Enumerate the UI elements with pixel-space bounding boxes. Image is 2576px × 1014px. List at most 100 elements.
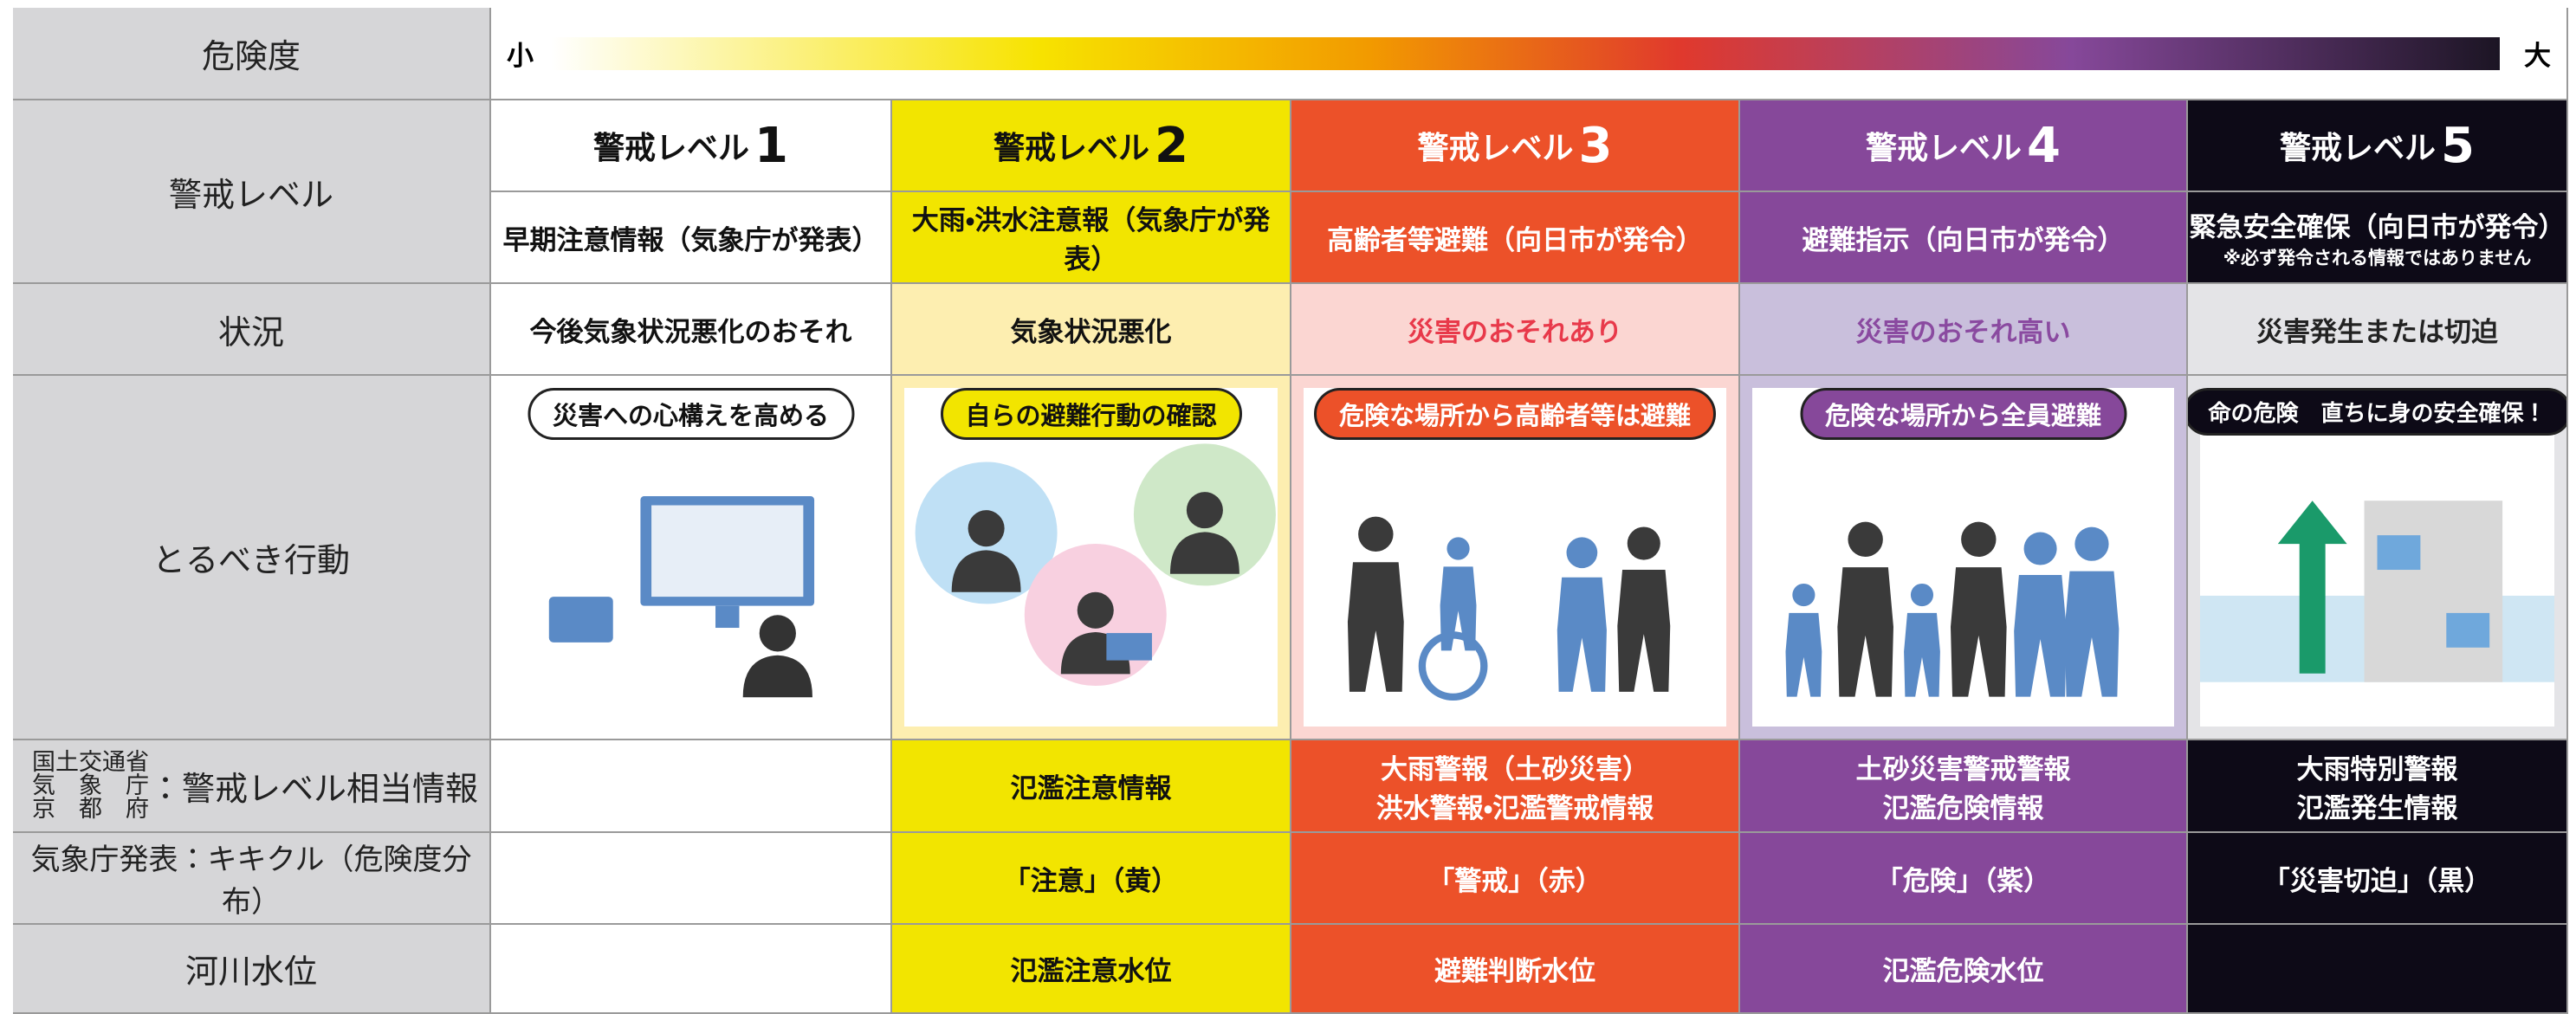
person-head — [2023, 532, 2057, 565]
status-text: 気象状況悪化 — [1010, 316, 1172, 348]
radio — [548, 597, 613, 643]
person-body — [1169, 532, 1239, 574]
action: 命の危険 直ちに身の安全確保！ — [2188, 376, 2568, 740]
person-head — [2074, 526, 2109, 561]
action-panel: 危険な場所から全員避難 — [1752, 388, 2174, 727]
person-body — [2014, 574, 2067, 697]
person-body — [1617, 570, 1671, 692]
level-number: 1 — [754, 117, 788, 174]
level-subtitle: 早期注意情報（気象庁が発表） — [491, 192, 892, 284]
kikikuru-text: 「注意」（黄） — [1003, 865, 1179, 897]
level-subtitle-text: 緊急安全確保（向日市が発令） — [2189, 211, 2566, 243]
level-number: 5 — [2441, 117, 2475, 174]
level-subtitle: 高齢者等避難（向日市が発令） — [1291, 192, 1740, 284]
info-text: 洪水警報・氾濫警戒情報 — [1375, 792, 1654, 824]
info-text: 大雨特別警報 — [2296, 753, 2458, 785]
level-title: 警戒レベル — [994, 131, 1150, 166]
status-text: 災害のおそれ高い — [1855, 316, 2071, 348]
danger-high: 大 — [2524, 41, 2551, 72]
window — [2377, 535, 2421, 571]
river — [2188, 925, 2568, 1014]
arrow — [2277, 501, 2347, 674]
row-label-text: 警戒レベル — [168, 175, 333, 214]
status: 気象状況悪化 — [892, 284, 1291, 376]
level-subtitle: 緊急安全確保（向日市が発令） ※必ず発令される情報ではありません — [2188, 192, 2568, 284]
level-title: 警戒レベル — [2280, 131, 2437, 166]
action-pill: 危険な場所から全員避難 — [1799, 388, 2127, 440]
level-title: 警戒レベル — [593, 131, 750, 166]
level-number: 3 — [1578, 117, 1613, 174]
agency-list: 国土交通省気 象 庁京 都 府 — [32, 751, 149, 821]
river-text: 氾濫注意水位 — [1010, 956, 1172, 987]
status: 災害のおそれ高い — [1740, 284, 2188, 376]
person-body — [1557, 577, 1607, 692]
danger-low: 小 — [507, 41, 534, 72]
danger-label-text: 危険度 — [201, 37, 301, 75]
info-text: 氾濫注意情報 — [1010, 773, 1172, 804]
action-panel: 命の危険 直ちに身の安全確保！ — [2188, 388, 2566, 727]
person-body — [2064, 571, 2120, 697]
status: 災害のおそれあり — [1291, 284, 1740, 376]
river-text: 氾濫危険水位 — [1882, 956, 2044, 987]
agency: 京 都 府 — [32, 796, 149, 823]
action-panel: 危険な場所から高齢者等は避難 — [1304, 388, 1726, 727]
person-head — [1792, 583, 1815, 607]
row-label-text: 状況 — [217, 313, 284, 352]
building — [2364, 501, 2503, 682]
person-body — [742, 655, 812, 698]
level-number: 2 — [1155, 117, 1188, 174]
person-body — [1837, 567, 1893, 697]
level-subtitle-text: 高齢者等避難（向日市が発令） — [1327, 224, 1703, 256]
illustration — [915, 443, 1276, 687]
river: 氾濫危険水位 — [1740, 925, 2188, 1014]
person-head — [759, 615, 796, 652]
row-label: 状況 — [13, 284, 491, 376]
level-header: 警戒レベル 5 — [2188, 100, 2568, 192]
row-label: 気象庁発表：キキクル（危険度分布） — [13, 833, 491, 925]
stand — [715, 605, 740, 629]
level-subtitle: 避難指示（向日市が発令） — [1740, 192, 2188, 284]
kikikuru-text: 「危険」（紫） — [1875, 865, 2051, 897]
action: 災害への心構えを高める — [491, 376, 892, 740]
action-pill: 災害への心構えを高める — [527, 388, 855, 440]
row-label: 警戒レベル — [13, 100, 491, 284]
laptop — [1106, 633, 1152, 661]
level-note: ※必ず発令される情報ではありません — [2223, 247, 2532, 268]
person-body — [1785, 612, 1822, 697]
level-header: 警戒レベル 1 — [491, 100, 892, 192]
illustration — [1347, 516, 1671, 701]
action: 自らの避難行動の確認 — [892, 376, 1291, 740]
person-head — [1358, 516, 1394, 552]
info: 大雨特別警報 氾濫発生情報 — [2188, 740, 2568, 833]
info: 大雨警報（土砂災害） 洪水警報・氾濫警戒情報 — [1291, 740, 1740, 833]
person-head — [1848, 521, 1883, 558]
window — [2446, 612, 2490, 648]
kikikuru: 「危険」（紫） — [1740, 833, 2188, 925]
river: 氾濫注意水位 — [892, 925, 1291, 1014]
person-head — [1186, 492, 1223, 529]
illustration — [1785, 521, 2120, 697]
person-head — [1961, 521, 1997, 558]
level-subtitle-text: 大雨・洪水注意報（気象庁が発表） — [911, 205, 1271, 275]
person-head — [1566, 537, 1598, 569]
level-subtitle: 大雨・洪水注意報（気象庁が発表） — [892, 192, 1291, 284]
row-label-text: 気象庁発表：キキクル（危険度分布） — [30, 843, 472, 920]
status-text: 災害のおそれあり — [1408, 316, 1622, 348]
level-title: 警戒レベル — [1866, 131, 2023, 166]
info-suffix: ：警戒レベル相当情報 — [149, 770, 479, 808]
kikikuru — [491, 833, 892, 925]
action: 危険な場所から高齢者等は避難 — [1291, 376, 1740, 740]
kikikuru: 「注意」（黄） — [892, 833, 1291, 925]
person-head — [1627, 526, 1660, 560]
person-head — [1910, 583, 1934, 607]
danger-label: 危険度 — [13, 8, 491, 100]
kikikuru-text: 「警戒」（赤） — [1427, 865, 1602, 897]
person-body — [1904, 612, 1940, 697]
person-head — [968, 510, 1005, 547]
action-pill: 危険な場所から高齢者等は避難 — [1313, 388, 1717, 440]
action-pill: 命の危険 直ちに身の安全確保！ — [2188, 388, 2566, 436]
level-subtitle-text: 早期注意情報（気象庁が発表） — [502, 224, 879, 256]
row-label: 河川水位 — [13, 925, 491, 1014]
